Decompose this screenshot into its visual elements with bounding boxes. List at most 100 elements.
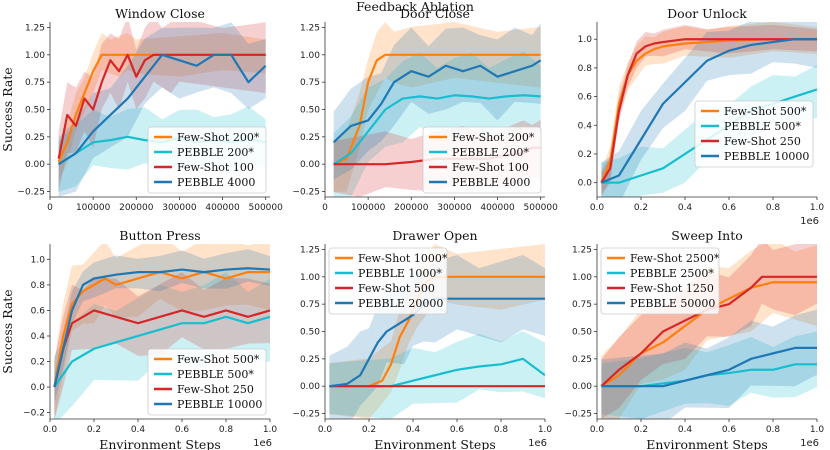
x-tick-label: 0.4 <box>406 425 421 435</box>
suptitle: Feedback Ablation <box>356 0 474 14</box>
series-line-pebble-2500- <box>601 363 817 388</box>
series-line-pebble-10000 <box>53 267 270 388</box>
x-offset-label: 1e6 <box>800 216 819 227</box>
y-tick-label: 0.50 <box>25 106 45 116</box>
series-band-few-shot-100 <box>58 22 266 192</box>
y-tick-label: 0.25 <box>572 355 592 365</box>
y-tick-label: 0.0 <box>578 179 593 189</box>
legend: Few-Shot 2500* PEBBLE 2500* Few-Shot 1250 P… <box>600 247 720 315</box>
x-tick-label: 200000 <box>394 203 429 213</box>
x-tick-label: 0.4 <box>678 425 693 435</box>
legend-entry: PEBBLE 10000 <box>177 398 262 411</box>
y-tick-label: 1.25 <box>300 23 320 33</box>
y-tick-label: 0.25 <box>300 133 320 143</box>
y-tick-label: −0.2 <box>23 409 45 419</box>
y-tick-label: −0.25 <box>17 188 45 198</box>
x-axis-label: Environment Steps <box>646 437 767 450</box>
panel-title: Sweep Into <box>671 228 743 243</box>
x-tick-label: 0.2 <box>634 203 648 213</box>
y-tick-label: 0.00 <box>572 382 592 392</box>
panel-title: Button Press <box>119 228 200 243</box>
series-line-few-shot-200- <box>333 53 541 166</box>
series-group <box>53 244 270 419</box>
x-tick-label: 0.6 <box>450 425 465 435</box>
x-tick-label: 0.6 <box>722 425 737 435</box>
x-tick-label: 0.8 <box>766 203 781 213</box>
y-axis-label: Success Rate <box>0 289 15 373</box>
x-tick-label: 0.6 <box>722 203 737 213</box>
legend-entry: PEBBLE 200* <box>452 146 529 159</box>
y-tick-label: 0.00 <box>25 160 45 170</box>
x-tick-label: 300000 <box>437 203 472 213</box>
x-tick-label: 0.0 <box>590 425 605 435</box>
x-axis-label: Environment Steps <box>374 437 495 450</box>
legend-entry: Few-Shot 500 <box>358 282 435 295</box>
x-tick-label: 1.0 <box>538 425 553 435</box>
legend: Few-Shot 200* PEBBLE 200* Few-Shot 100 PEBB… <box>147 126 267 194</box>
series-band-few-shot-500- <box>54 244 270 419</box>
legend-entry: Few-Shot 100 <box>452 161 529 174</box>
series-line-pebble-50000 <box>601 346 817 388</box>
series-line-few-shot-100 <box>57 53 266 159</box>
legend: Few-Shot 1000* PEBBLE 1000* Few-Shot 500 PE… <box>328 247 448 315</box>
legend-entry: Few-Shot 250 <box>724 135 801 148</box>
x-tick-label: 0.8 <box>766 425 781 435</box>
panel-door-unlock: Door Unlock 0.0 0.2 0.4 0.6 0.8 1.0 0.0 0.2 0.4 0.… <box>578 6 825 227</box>
y-tick-label: 1.0 <box>578 35 593 45</box>
y-tick-label: 0.75 <box>300 300 320 310</box>
series-band-few-shot-200- <box>333 22 541 193</box>
legend-entry: PEBBLE 1000* <box>358 267 442 280</box>
y-tick-label: 0.75 <box>25 78 45 88</box>
series-line-pebble-10000 <box>600 38 817 184</box>
series-band-pebble-500- <box>54 272 270 419</box>
legend-entry: Few-Shot 500* <box>177 353 260 366</box>
y-tick-label: 1.25 <box>300 245 320 255</box>
x-tick-label: 500000 <box>524 203 559 213</box>
y-tick-label: 0.8 <box>578 64 593 74</box>
x-tick-label: 1.0 <box>810 203 825 213</box>
legend: Few-Shot 500* PEBBLE 500* Few-Shot 250 PEBB… <box>147 348 267 416</box>
x-tick-label: 0.2 <box>87 425 101 435</box>
legend-entry: PEBBLE 2500* <box>630 267 714 280</box>
series-band-pebble-4000 <box>333 23 541 180</box>
x-tick-label: 100000 <box>76 203 111 213</box>
series-band-few-shot-250 <box>601 24 817 195</box>
y-tick-label: 1.00 <box>300 51 320 61</box>
series-band-few-shot-250 <box>54 272 270 419</box>
y-tick-label: 0.25 <box>300 355 320 365</box>
series-line-few-shot-500- <box>53 271 270 388</box>
x-axis-label: Environment Steps <box>99 437 220 450</box>
legend-entry: PEBBLE 4000 <box>452 176 530 189</box>
y-tick-label: 1.25 <box>25 23 45 33</box>
panel-sweep-into: Sweep Into −0.25 0.00 0.25 0.50 0.75 1.00 1.25 0… <box>564 228 824 450</box>
y-tick-label: 1.00 <box>25 51 45 61</box>
y-tick-label: −0.25 <box>564 410 592 420</box>
series-band-pebble-50000 <box>601 309 817 419</box>
legend-box <box>147 348 267 416</box>
series-band-pebble-10000 <box>601 22 817 197</box>
y-tick-label: 1.00 <box>300 273 320 283</box>
y-tick-label: −0.25 <box>292 410 320 420</box>
legend-entry: PEBBLE 500* <box>724 120 801 133</box>
series-group <box>600 244 817 419</box>
x-tick-label: 0.8 <box>494 425 509 435</box>
x-offset-label: 1e6 <box>800 438 819 449</box>
series-line-few-shot-250 <box>600 38 817 184</box>
y-tick-label: 0.75 <box>572 300 592 310</box>
series-line-pebble-500- <box>53 315 270 388</box>
panel-window-close: Window Close −0.25 0.00 0.25 0.50 0.75 1.00 1.2… <box>0 6 283 213</box>
panel-title: Drawer Open <box>392 228 477 243</box>
legend-entry: Few-Shot 250 <box>177 383 254 396</box>
y-tick-label: −0.25 <box>292 188 320 198</box>
panel-title: Door Unlock <box>667 6 747 21</box>
y-tick-label: 0.50 <box>300 106 320 116</box>
legend-entry: PEBBLE 500* <box>177 368 254 381</box>
panel-door-close: Door Close −0.25 0.00 0.25 0.50 0.75 1.00 1.25 0… <box>292 6 558 213</box>
legend-entry: Few-Shot 1250 <box>630 282 714 295</box>
y-tick-label: 1.00 <box>572 273 592 283</box>
legend-box <box>328 247 448 315</box>
series-band-few-shot-1250 <box>601 244 817 419</box>
x-tick-label: 0.2 <box>634 425 648 435</box>
y-axis-label: Success Rate <box>0 67 15 151</box>
legend: Few-Shot 200* PEBBLE 200* Few-Shot 100 PEBB… <box>422 126 542 194</box>
